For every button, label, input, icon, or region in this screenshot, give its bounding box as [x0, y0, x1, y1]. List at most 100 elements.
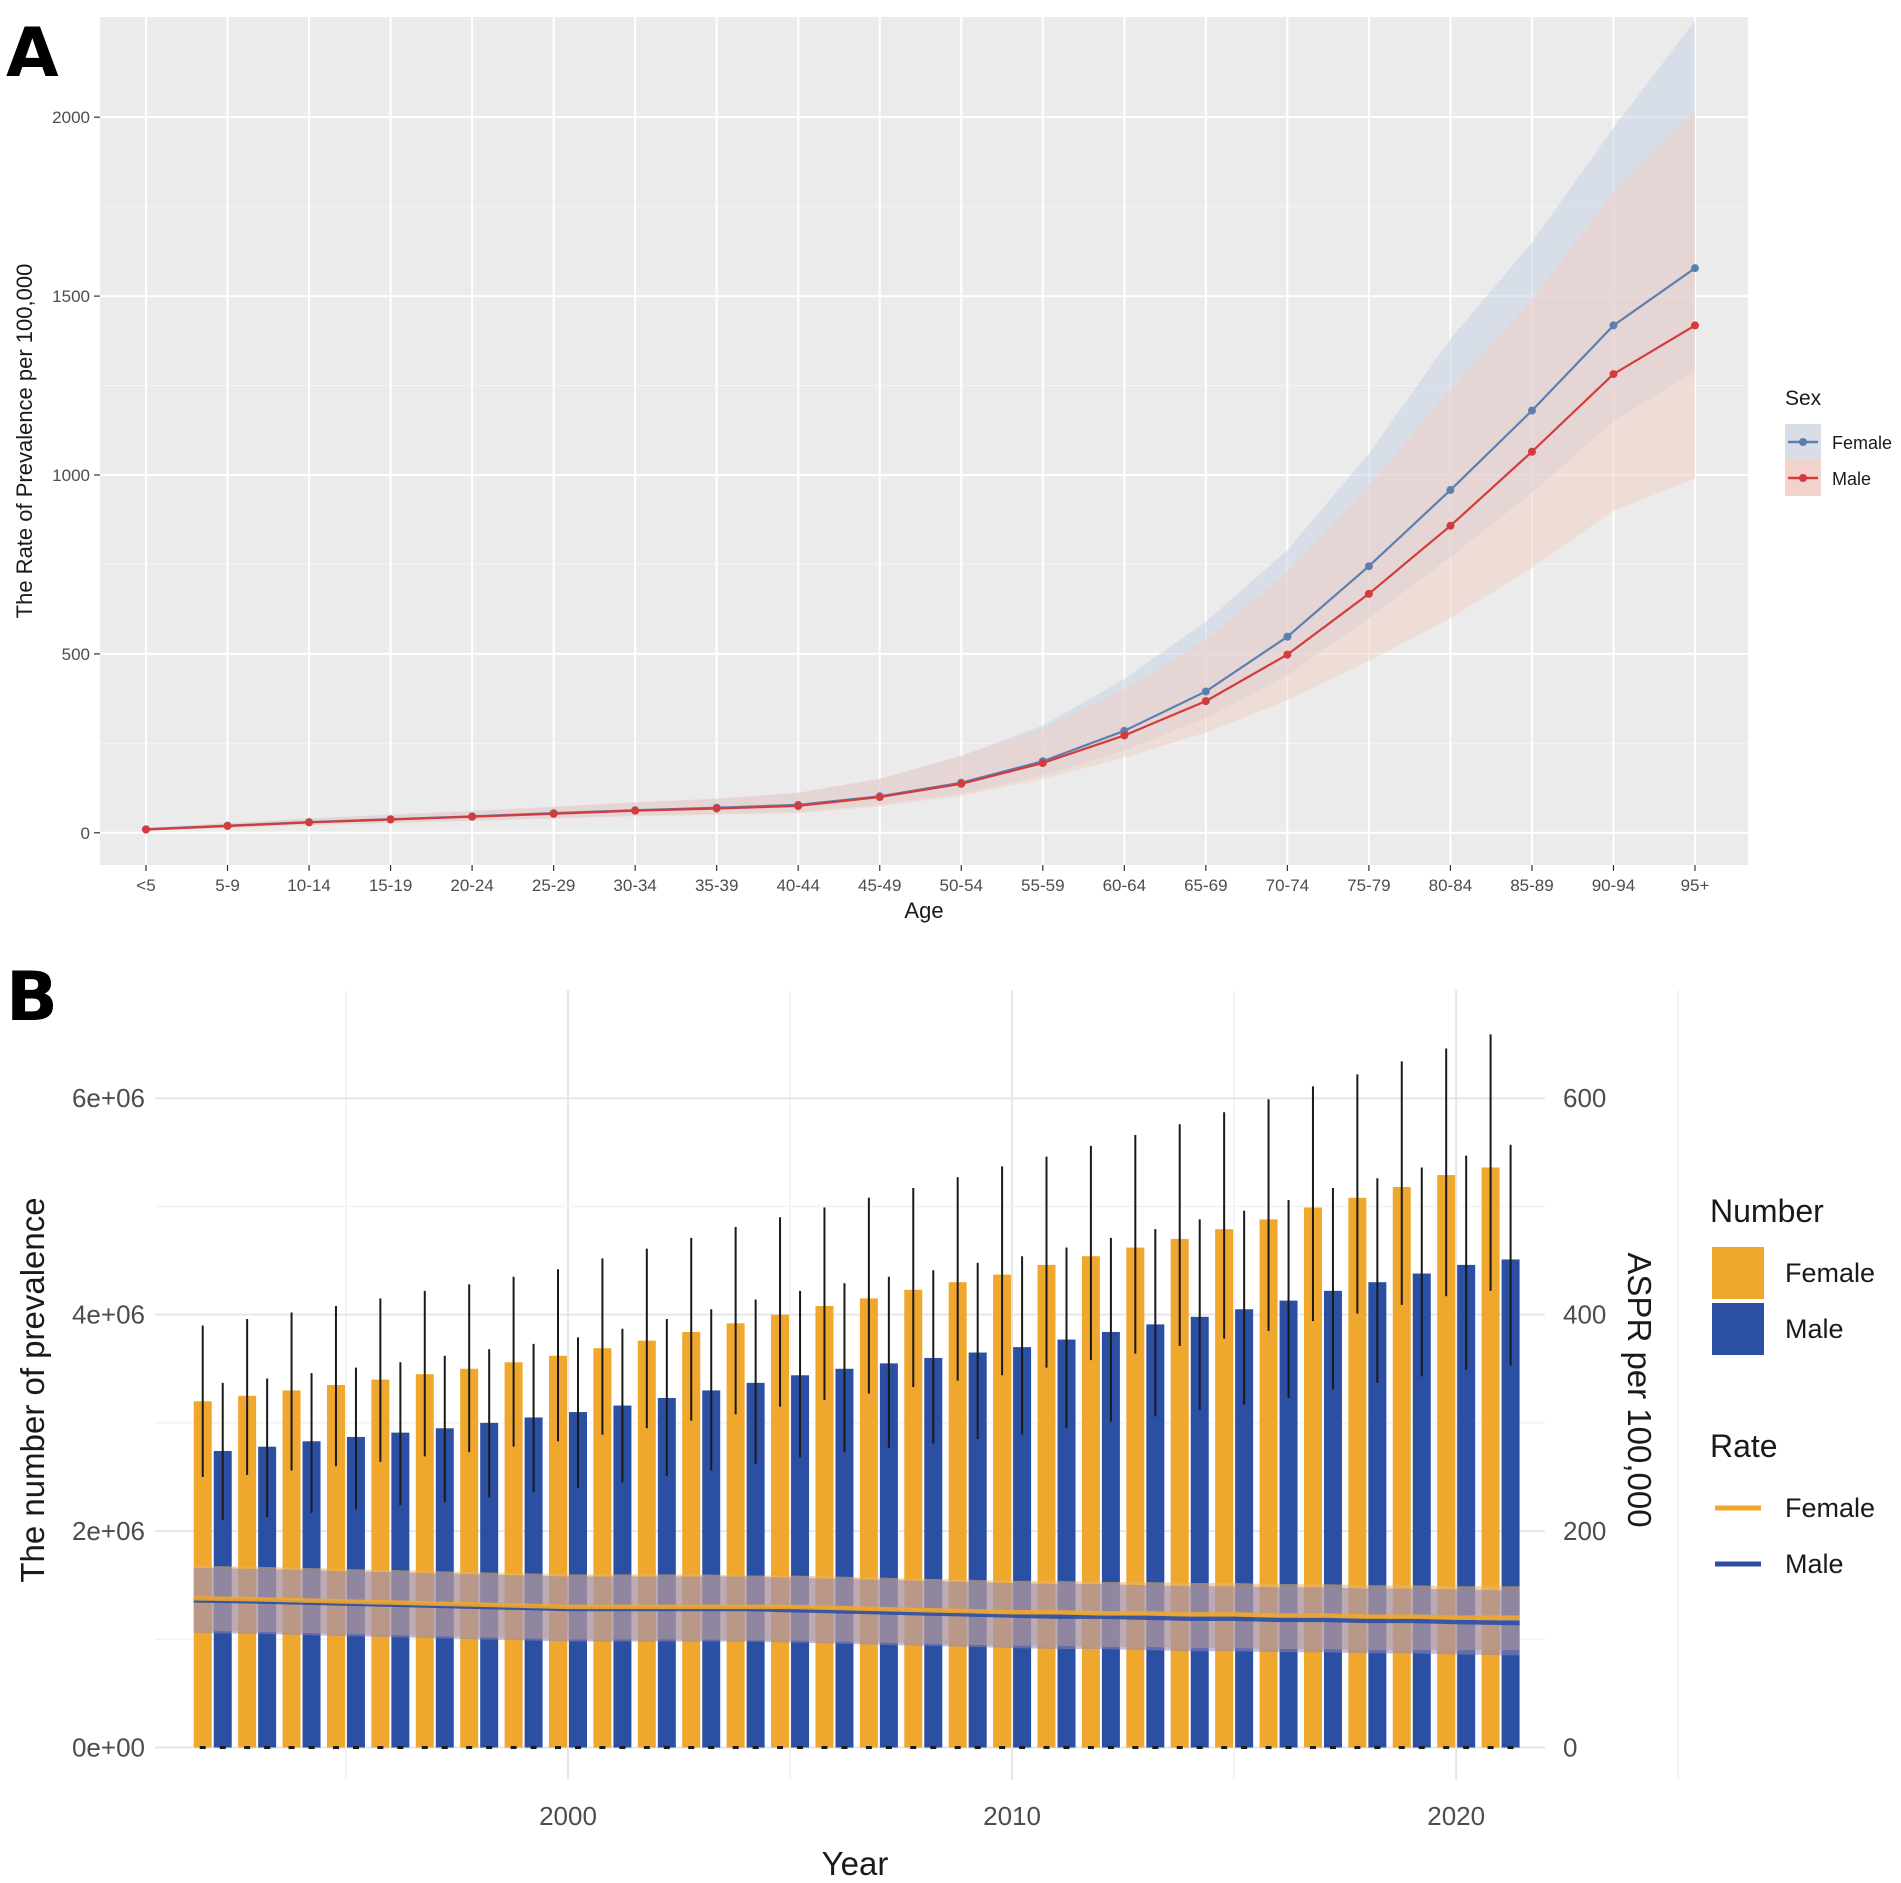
x-tick-label-a: 60-64 — [1103, 876, 1146, 895]
y-tick-label-a: 0 — [81, 824, 90, 843]
bar-number-female — [549, 1355, 568, 1748]
point-male-a — [1527, 447, 1536, 456]
y-tick-label-right-b: 0 — [1563, 1733, 1577, 1763]
x-tick-label-b: 2010 — [983, 1801, 1041, 1831]
legend-key-number-male — [1712, 1303, 1764, 1355]
point-male-a — [1691, 321, 1699, 330]
point-male-a — [223, 821, 232, 830]
y-tick-label-a: 1000 — [52, 466, 90, 485]
x-tick-label-a: 10-14 — [287, 876, 330, 895]
panel-a-legend: Sex Female Male — [1785, 387, 1892, 496]
x-tick-label-a: 25-29 — [532, 876, 575, 895]
panel-b-legend-rate-title: Rate — [1710, 1428, 1778, 1464]
panel-b-rate-lines — [193, 1595, 1520, 1626]
bar-number-male — [968, 1352, 987, 1748]
bar-number-male — [879, 1363, 898, 1748]
bar-number-female — [326, 1385, 345, 1748]
x-tick-label-a: <5 — [136, 876, 155, 895]
panel-b-x-ticks: 2000 2010 2020 — [539, 1801, 1485, 1831]
panel-b-error-bars — [199, 1034, 1514, 1750]
panel-b-y-ticks-right: 0 200 400 600 — [1563, 1083, 1606, 1762]
point-male-a — [1201, 697, 1210, 706]
x-tick-label-b: 2000 — [539, 1801, 597, 1831]
x-tick-label-a: 45-49 — [858, 876, 901, 895]
point-male-a — [1120, 731, 1129, 740]
bar-number-male — [924, 1357, 943, 1748]
point-male-a — [305, 818, 314, 827]
panel-a-series-points — [142, 264, 1699, 834]
x-tick-label-a: 20-24 — [450, 876, 493, 895]
panel-b-legend: Number Female Male Rate Female Male — [1710, 1193, 1875, 1579]
y-tick-label-right-b: 200 — [1563, 1516, 1606, 1546]
legend-label-rate-female: Female — [1785, 1493, 1875, 1523]
panel-b-bars — [193, 1167, 1520, 1748]
panel-b-x-axis-title: Year — [822, 1845, 889, 1882]
point-male-a — [549, 809, 558, 818]
panel-a-legend-title: Sex — [1785, 387, 1822, 410]
panel-b-y-axis-title-left: The number of prevalence — [14, 1197, 51, 1582]
panel-b-legend-number-title: Number — [1710, 1193, 1824, 1229]
legend-label-rate-male: Male — [1785, 1549, 1844, 1579]
legend-key-point-female — [1799, 438, 1807, 446]
point-male-a — [794, 801, 803, 810]
panel-a-series-lines — [145, 267, 1696, 831]
panel-a-gridlines — [100, 17, 1748, 865]
x-tick-label-a: 85-89 — [1510, 876, 1553, 895]
x-tick-label-a: 50-54 — [940, 876, 983, 895]
x-tick-label-a: 15-19 — [369, 876, 412, 895]
point-male-a — [386, 815, 395, 824]
bar-number-male — [791, 1375, 810, 1748]
point-male-a — [1283, 650, 1292, 659]
panel-b-label: B — [6, 958, 58, 1037]
bar-number-female — [415, 1374, 434, 1748]
bar-number-male — [746, 1382, 765, 1748]
point-female-a — [1364, 562, 1373, 571]
point-male-a — [1609, 370, 1618, 379]
bar-number-male — [835, 1368, 854, 1748]
point-female-a — [1609, 321, 1618, 330]
point-male-a — [468, 812, 477, 821]
y-tick-label-left-b: 0e+00 — [72, 1733, 145, 1763]
point-female-a — [1446, 486, 1455, 495]
y-tick-label-left-b: 6e+06 — [72, 1083, 145, 1113]
y-tick-label-right-b: 600 — [1563, 1083, 1606, 1113]
panel-a-y-ticks: 0 500 1000 1500 2000 — [52, 108, 100, 843]
y-tick-label-left-b: 2e+06 — [72, 1516, 145, 1546]
band-male-a — [146, 110, 1695, 831]
bar-number-female — [460, 1368, 479, 1748]
legend-key-point-male — [1799, 474, 1807, 482]
point-male-a — [142, 825, 150, 834]
point-male-a — [712, 804, 721, 813]
bar-number-female — [504, 1362, 523, 1748]
bar-number-female — [637, 1340, 656, 1748]
point-male-a — [875, 793, 884, 802]
bar-number-female — [371, 1379, 390, 1748]
x-tick-label-a: 55-59 — [1021, 876, 1064, 895]
point-male-a — [1038, 759, 1047, 768]
bar-number-male — [702, 1390, 721, 1748]
x-tick-label-a: 35-39 — [695, 876, 738, 895]
line-male-a — [145, 324, 1696, 831]
point-male-a — [631, 806, 640, 815]
y-tick-label-a: 2000 — [52, 108, 90, 127]
panel-b-y-ticks-left: 0e+00 2e+06 4e+06 6e+06 — [72, 1083, 145, 1762]
point-male-a — [1364, 589, 1373, 598]
panel-a-y-axis-title: The Rate of Prevalence per 100,000 — [12, 264, 37, 619]
bar-number-female — [593, 1348, 612, 1748]
line-rate-female — [193, 1595, 1520, 1620]
panel-a-x-ticks: <5 5-9 10-14 15-19 20-24 25-29 30-34 35-39 40-44… — [136, 865, 1709, 895]
bar-number-female — [682, 1331, 701, 1748]
x-tick-label-a: 95+ — [1681, 876, 1710, 895]
y-tick-label-left-b: 4e+06 — [72, 1300, 145, 1330]
legend-label-number-male: Male — [1785, 1314, 1844, 1344]
x-tick-label-a: 30-34 — [613, 876, 656, 895]
panel-b-y-axis-title-right: ASPR per 100,000 — [1621, 1252, 1658, 1527]
point-female-a — [1283, 632, 1292, 641]
x-tick-label-a: 5-9 — [215, 876, 240, 895]
panel-a-x-axis-title: Age — [904, 898, 943, 923]
panel-a-confidence-bands — [146, 20, 1695, 831]
bar-number-male — [657, 1397, 676, 1748]
y-tick-label-a: 500 — [62, 645, 90, 664]
point-female-a — [1527, 406, 1536, 415]
